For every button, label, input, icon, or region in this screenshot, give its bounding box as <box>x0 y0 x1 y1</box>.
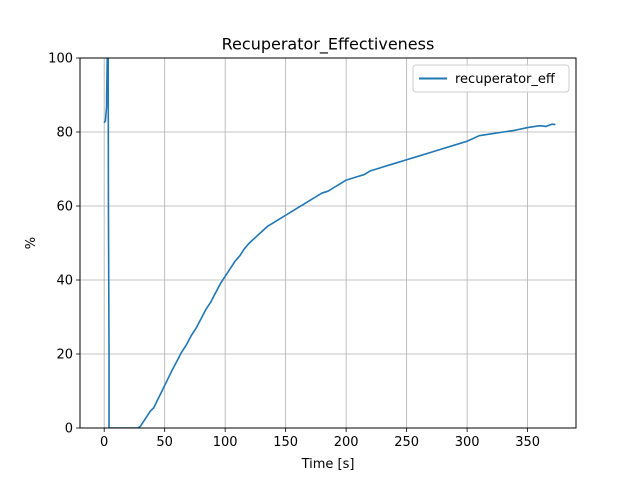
y-tick-label: 100 <box>48 52 73 67</box>
y-axis-ticks: 0 20 40 60 80 100 <box>48 52 80 437</box>
y-tick-label: 20 <box>56 348 73 363</box>
series-layer <box>103 58 556 428</box>
plot-area <box>103 58 556 428</box>
legend-box <box>412 64 570 93</box>
x-tick-label: 300 <box>455 435 480 450</box>
x-tick-label: 100 <box>213 435 238 450</box>
y-tick-label: 80 <box>56 126 73 141</box>
x-tick-label: 0 <box>100 435 108 450</box>
chart-title: Recuperator_Effectiveness <box>222 35 435 55</box>
legend-label: recuperator_eff <box>455 72 556 87</box>
axes-frame <box>79 57 577 429</box>
series-line-recuperator_eff <box>103 58 556 428</box>
y-tick-label: 40 <box>56 274 73 289</box>
legend: recuperator_eff <box>412 64 570 93</box>
x-tick-label: 200 <box>334 435 359 450</box>
y-axis-label: % <box>24 237 39 249</box>
x-tick-label: 150 <box>273 435 298 450</box>
y-tick-label: 60 <box>56 200 73 215</box>
x-tick-label: 350 <box>515 435 540 450</box>
x-tick-label: 50 <box>156 435 173 450</box>
x-tick-label: 250 <box>394 435 419 450</box>
y-tick-label: 0 <box>65 422 73 437</box>
x-axis-ticks: 0 50 100 150 200 250 300 350 <box>100 428 540 450</box>
x-axis-label: Time [s] <box>301 457 355 472</box>
